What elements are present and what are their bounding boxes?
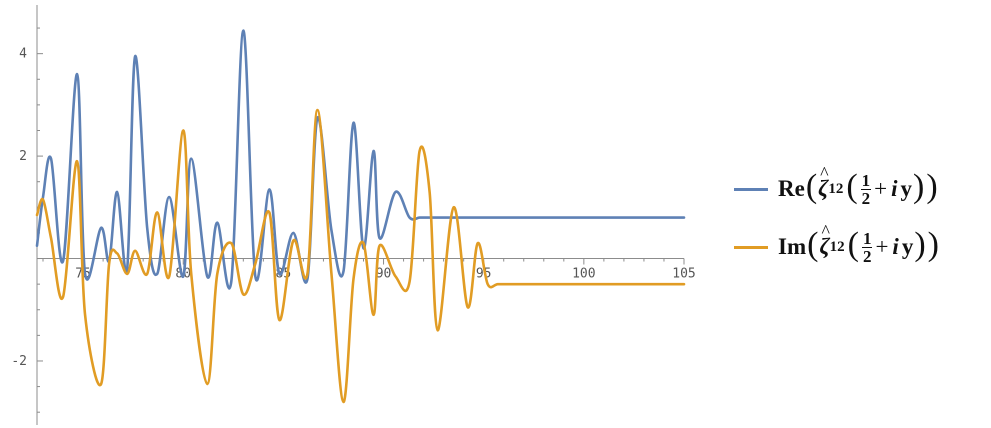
legend-item-im: Im ( ζ ^ 12 ( 1 2 + i y ) )	[734, 218, 991, 276]
x-tick-label: 100	[572, 267, 595, 282]
zeta-symbol: ζ ^	[819, 221, 830, 259]
series-line-re	[35, 29, 686, 290]
series-line-im	[35, 108, 686, 404]
y-tick-label: -2	[11, 354, 27, 369]
x-tick-label: 90	[376, 267, 392, 282]
series-layer	[35, 29, 686, 404]
legend-item-re: Re ( ζ ^ 12 ( 1 2 + i y ) )	[734, 160, 991, 218]
legend-func: Re	[778, 176, 805, 201]
legend-fraction: 1 2	[861, 228, 873, 266]
legend-swatch-im	[734, 245, 768, 249]
zeta-symbol: ζ ^	[818, 163, 829, 201]
legend-subscript: 12	[828, 180, 844, 197]
x-tick-label: 95	[476, 267, 492, 282]
x-tick-label: 105	[672, 267, 695, 282]
legend-label-im: Im ( ζ ^ 12 ( 1 2 + i y ) )	[778, 221, 939, 266]
y-tick-label: 2	[19, 149, 27, 164]
legend: Re ( ζ ^ 12 ( 1 2 + i y ) ) Im ( ζ ^ 12 ( …	[734, 160, 991, 276]
legend-func: Im	[778, 234, 807, 259]
legend-fraction: 1 2	[860, 170, 872, 208]
legend-swatch-re	[734, 187, 768, 191]
legend-subscript: 12	[829, 238, 845, 255]
legend-label-re: Re ( ζ ^ 12 ( 1 2 + i y ) )	[778, 163, 938, 208]
y-tick-label: 4	[19, 47, 27, 62]
